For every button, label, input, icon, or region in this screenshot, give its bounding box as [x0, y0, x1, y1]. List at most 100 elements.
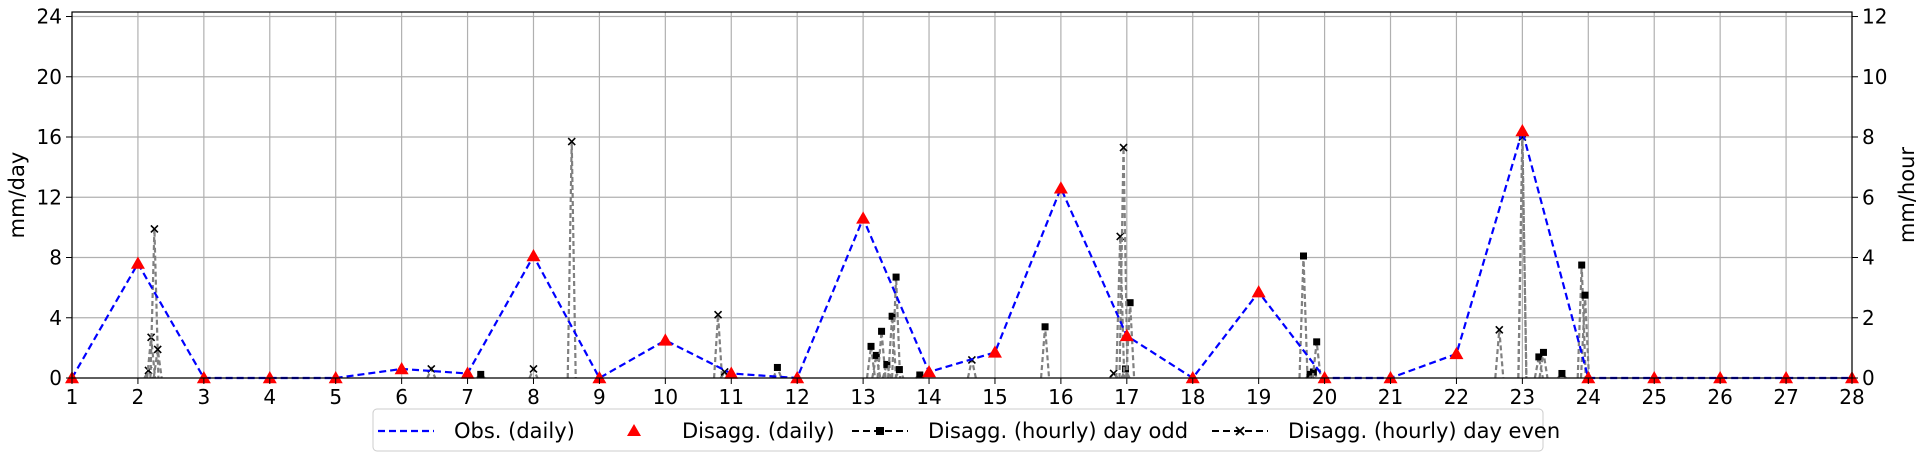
disagg-daily-point [658, 333, 673, 346]
x-tick-label: 8 [527, 385, 540, 409]
x-tick-label: 2 [132, 385, 145, 409]
hourly-odd-point [1581, 291, 1589, 299]
disagg-daily-point [328, 371, 343, 384]
hourly-odd-point [916, 371, 924, 379]
hourly-spike [1533, 356, 1544, 379]
hourly-odd-point [872, 351, 880, 359]
hourly-spike [1118, 147, 1129, 379]
hourly-odd-point [1299, 252, 1307, 260]
hourly-even-cross-b [1116, 232, 1125, 241]
x-tick-label: 10 [653, 385, 678, 409]
legend-label: Disagg. (hourly) day odd [928, 419, 1188, 443]
y-tick-label-left: 20 [37, 65, 62, 89]
hourly-even-cross-b [150, 224, 159, 233]
series-observed-daily [71, 126, 1852, 380]
disagg-daily-point [1119, 328, 1134, 342]
hourly-odd-point [1126, 299, 1134, 307]
legend-label: Disagg. (daily) [682, 419, 835, 443]
hourly-even-cross-b [714, 310, 723, 319]
y-tick-label-left: 12 [37, 185, 62, 209]
plot-frame [71, 11, 1853, 379]
disagg-daily-point [1515, 123, 1530, 137]
x-tick-label: 12 [784, 385, 809, 409]
x-tick-label: 17 [1114, 385, 1139, 409]
disagg-daily-point [1251, 285, 1266, 298]
disagg-daily-point [856, 211, 871, 224]
x-tick-label: 11 [719, 385, 744, 409]
hourly-odd-point [773, 363, 781, 371]
x-tick-label: 26 [1707, 385, 1732, 409]
x-tick-label: 14 [916, 385, 941, 409]
hourly-odd-point [895, 366, 903, 374]
hourly-even-cross-b [1495, 325, 1504, 334]
disagg-daily-point [1383, 371, 1398, 384]
legend-label: Obs. (daily) [454, 419, 575, 443]
y-tick-label-right: 6 [1862, 185, 1875, 209]
x-tick-label: 6 [395, 385, 408, 409]
hourly-odd-point [888, 312, 896, 320]
x-tick-label: 4 [263, 385, 276, 409]
legend-swatch-disagg-daily [627, 424, 641, 436]
x-tick-label: 23 [1510, 385, 1535, 409]
x-tick-label: 18 [1180, 385, 1205, 409]
y-tick-label-right: 0 [1862, 366, 1875, 390]
disagg-daily-point [196, 371, 211, 384]
hourly-spike [1039, 326, 1051, 379]
x-tick-label: 16 [1048, 385, 1073, 409]
hourly-even-point [150, 224, 159, 233]
hourly-even-point [153, 345, 162, 354]
x-tick-label: 25 [1641, 385, 1666, 409]
hourly-odd-point [1539, 348, 1547, 356]
hourly-even-cross-b [153, 345, 162, 354]
hourly-spike [149, 228, 160, 379]
x-tick-label: 27 [1773, 385, 1798, 409]
hourly-even-cross-b [1119, 143, 1128, 152]
disagg-daily-point [1713, 371, 1728, 384]
hourly-odd-point [867, 342, 875, 350]
disagg-daily-point [130, 256, 145, 269]
legend-swatch-hourly-odd-marker [876, 427, 884, 435]
series-hourly-even [143, 132, 1528, 379]
hourly-spike [566, 141, 577, 379]
x-tick-label: 9 [593, 385, 606, 409]
disagg-daily-point [262, 371, 277, 384]
legend-box [372, 408, 1544, 452]
hourly-even-cross-b [720, 367, 729, 377]
x-tick-label: 13 [850, 385, 875, 409]
y-axis-label-left: mm/day [5, 152, 29, 239]
legend-item: Disagg. (hourly) day odd [852, 419, 1188, 443]
y-tick-label-left: 8 [49, 246, 62, 270]
axes: 1 2 3 4 5 6 7 8 9 10 11 12 13 14 15 16 17 18 19 20 21 22 23 24 2… [37, 5, 1888, 409]
grid [71, 12, 1853, 379]
disagg-daily-point [1053, 181, 1068, 194]
y-tick-label-left: 24 [37, 5, 62, 29]
disagg-daily-point [592, 371, 607, 384]
legend: Obs. (daily) Disagg. (daily) Disagg. (hour… [372, 408, 1560, 452]
hourly-even-point [567, 137, 576, 146]
y-tick-label-left: 16 [37, 125, 62, 149]
x-tick-label: 7 [461, 385, 474, 409]
disagg-daily-point [1647, 371, 1662, 384]
y-tick-label-right: 8 [1862, 125, 1875, 149]
legend-item: Disagg. (hourly) day even [1212, 419, 1560, 443]
legend-item: Disagg. (daily) [627, 419, 835, 443]
hourly-odd-point [878, 327, 886, 335]
hourly-even-cross-b [1109, 369, 1118, 378]
hourly-spike [1298, 255, 1309, 379]
disagg-daily-point [526, 249, 541, 262]
hourly-even-point [1495, 325, 1504, 334]
hourly-odd-point [1535, 353, 1543, 361]
x-tick-label: 22 [1444, 385, 1469, 409]
x-tick-label: 1 [66, 385, 79, 409]
x-tick-label: 28 [1839, 385, 1864, 409]
x-tick-label: 19 [1246, 385, 1271, 409]
y-tick-label-right: 10 [1862, 65, 1887, 89]
x-tick-label: 21 [1378, 385, 1403, 409]
x-tick-label: 15 [982, 385, 1007, 409]
x-tick-label: 5 [329, 385, 342, 409]
disagg-daily-point [1581, 371, 1596, 384]
series-disagg-daily [65, 123, 1859, 384]
disagg-daily-point [1779, 371, 1794, 384]
hourly-odd-point [892, 273, 900, 281]
